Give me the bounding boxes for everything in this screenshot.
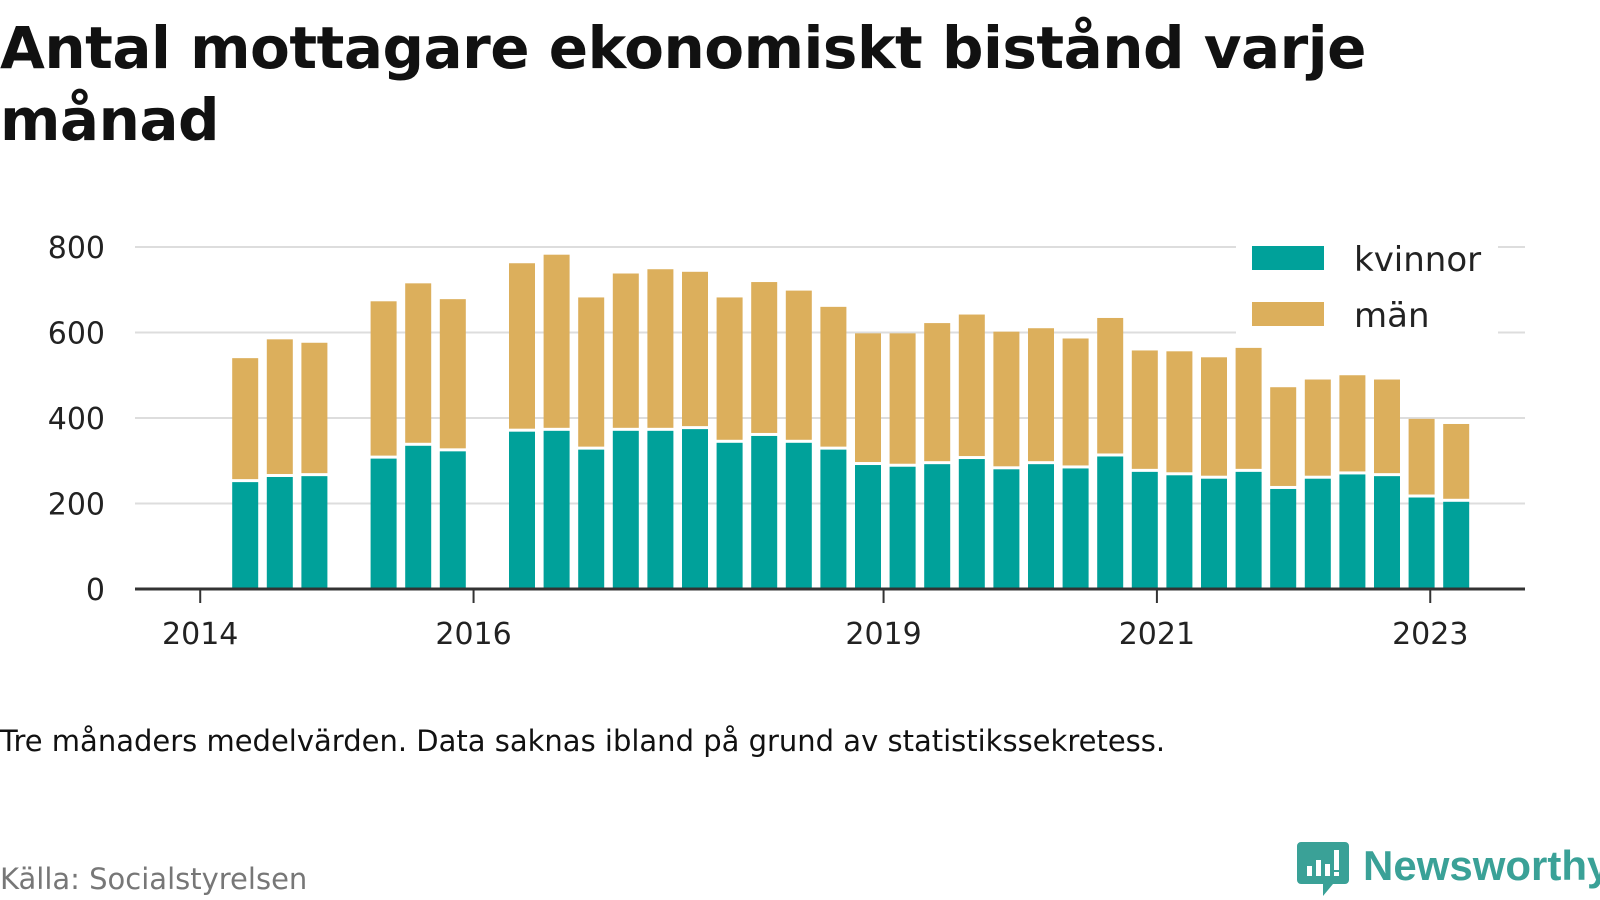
x-tick-label: 2023	[1392, 617, 1468, 652]
bar-kvinnor[interactable]	[889, 466, 916, 589]
bar-kvinnor[interactable]	[958, 459, 985, 589]
logo-icon	[1297, 842, 1349, 896]
chart-title: Antal mottagare ekonomiskt bistånd varje…	[0, 14, 1367, 154]
bar-kvinnor[interactable]	[1131, 471, 1158, 589]
bar-man[interactable]	[266, 339, 293, 474]
y-tick-label: 800	[48, 231, 105, 266]
legend: kvinnor män	[1236, 238, 1498, 340]
chart: 0 200 400 600 800 2014 2016 2019 2021 2023 kvinn…	[48, 231, 1525, 652]
bar-kvinnor[interactable]	[716, 442, 743, 589]
bar-man[interactable]	[751, 282, 778, 433]
bar-man[interactable]	[439, 299, 466, 449]
bar-man[interactable]	[543, 254, 570, 428]
bar-man[interactable]	[1270, 387, 1297, 486]
bar-man[interactable]	[1097, 317, 1124, 454]
bar-man[interactable]	[405, 283, 432, 443]
bar-kvinnor[interactable]	[1374, 476, 1400, 589]
bar-man[interactable]	[232, 358, 259, 480]
bar-kvinnor[interactable]	[509, 431, 535, 589]
bar-kvinnor[interactable]	[543, 430, 570, 589]
bar-man[interactable]	[647, 269, 674, 428]
bar-kvinnor[interactable]	[855, 465, 881, 589]
x-tick-label: 2014	[162, 617, 238, 652]
bar-kvinnor[interactable]	[1339, 474, 1366, 589]
bar-man[interactable]	[1408, 418, 1435, 495]
bar-kvinnor[interactable]	[1201, 478, 1227, 589]
bar-man[interactable]	[612, 273, 639, 428]
bar-man[interactable]	[509, 263, 535, 429]
bar-man[interactable]	[1028, 328, 1054, 462]
bar-kvinnor[interactable]	[232, 482, 259, 589]
chart-note: Tre månaders medelvärden. Data saknas ib…	[0, 724, 1166, 758]
bar-man[interactable]	[1443, 423, 1470, 499]
bar-kvinnor[interactable]	[993, 469, 1020, 589]
y-tick-label: 0	[86, 573, 105, 608]
bar-man[interactable]	[785, 290, 812, 440]
legend-swatch-kvinnor	[1252, 246, 1324, 270]
bar-kvinnor[interactable]	[820, 449, 847, 589]
bar-kvinnor[interactable]	[1443, 501, 1470, 589]
bar-kvinnor[interactable]	[370, 458, 397, 589]
bar-kvinnor[interactable]	[405, 445, 432, 589]
bar-kvinnor[interactable]	[1028, 464, 1054, 589]
bar-man[interactable]	[716, 297, 743, 440]
y-axis-ticks: 0 200 400 600 800	[48, 231, 105, 608]
x-tick-label: 2019	[845, 617, 921, 652]
bar-kvinnor[interactable]	[924, 464, 951, 589]
bar-kvinnor[interactable]	[1097, 456, 1124, 589]
bar-kvinnor[interactable]	[647, 430, 674, 589]
bar-kvinnor[interactable]	[1166, 475, 1193, 589]
brand-name: Newsworthy	[1363, 842, 1600, 889]
bar-man[interactable]	[855, 333, 881, 463]
bar-kvinnor[interactable]	[1270, 488, 1297, 589]
bar-kvinnor[interactable]	[751, 435, 778, 589]
bar-man[interactable]	[301, 342, 328, 474]
bar-man[interactable]	[958, 314, 985, 457]
y-tick-label: 200	[48, 488, 105, 523]
bar-man[interactable]	[1304, 379, 1331, 476]
bar-man[interactable]	[1339, 375, 1366, 472]
bar-man[interactable]	[1062, 338, 1089, 466]
bars	[232, 254, 1470, 589]
bar-man[interactable]	[1374, 379, 1400, 474]
y-tick-label: 600	[48, 317, 105, 352]
bar-kvinnor[interactable]	[578, 449, 605, 589]
bar-man[interactable]	[1201, 357, 1227, 476]
bar-kvinnor[interactable]	[682, 429, 708, 589]
bar-kvinnor[interactable]	[612, 430, 639, 589]
legend-swatch-man	[1252, 302, 1324, 326]
bar-man[interactable]	[1131, 350, 1158, 469]
x-tick-label: 2016	[435, 617, 511, 652]
bar-kvinnor[interactable]	[1235, 471, 1262, 589]
bar-man[interactable]	[993, 331, 1020, 467]
bar-man[interactable]	[1166, 351, 1193, 473]
legend-label: män	[1354, 296, 1430, 336]
bar-man[interactable]	[1235, 347, 1262, 469]
bar-kvinnor[interactable]	[301, 476, 328, 589]
bar-kvinnor[interactable]	[1304, 478, 1331, 589]
bar-kvinnor[interactable]	[439, 451, 466, 589]
bar-kvinnor[interactable]	[266, 476, 293, 589]
source-text: Källa: Socialstyrelsen	[0, 862, 308, 896]
bar-kvinnor[interactable]	[1062, 468, 1089, 589]
x-tick-label: 2021	[1119, 617, 1195, 652]
bar-man[interactable]	[924, 323, 951, 462]
y-tick-label: 400	[48, 402, 105, 437]
bar-kvinnor[interactable]	[1408, 497, 1435, 589]
newsworthy-logo[interactable]: Newsworthy	[1295, 838, 1600, 900]
bar-man[interactable]	[820, 306, 847, 447]
bar-man[interactable]	[370, 301, 397, 456]
bar-kvinnor[interactable]	[785, 442, 812, 589]
bar-man[interactable]	[682, 271, 708, 427]
legend-label: kvinnor	[1354, 240, 1481, 280]
bar-man[interactable]	[889, 333, 916, 464]
bar-man[interactable]	[578, 297, 605, 447]
x-axis-ticks: 2014 2016 2019 2021 2023	[162, 589, 1468, 652]
